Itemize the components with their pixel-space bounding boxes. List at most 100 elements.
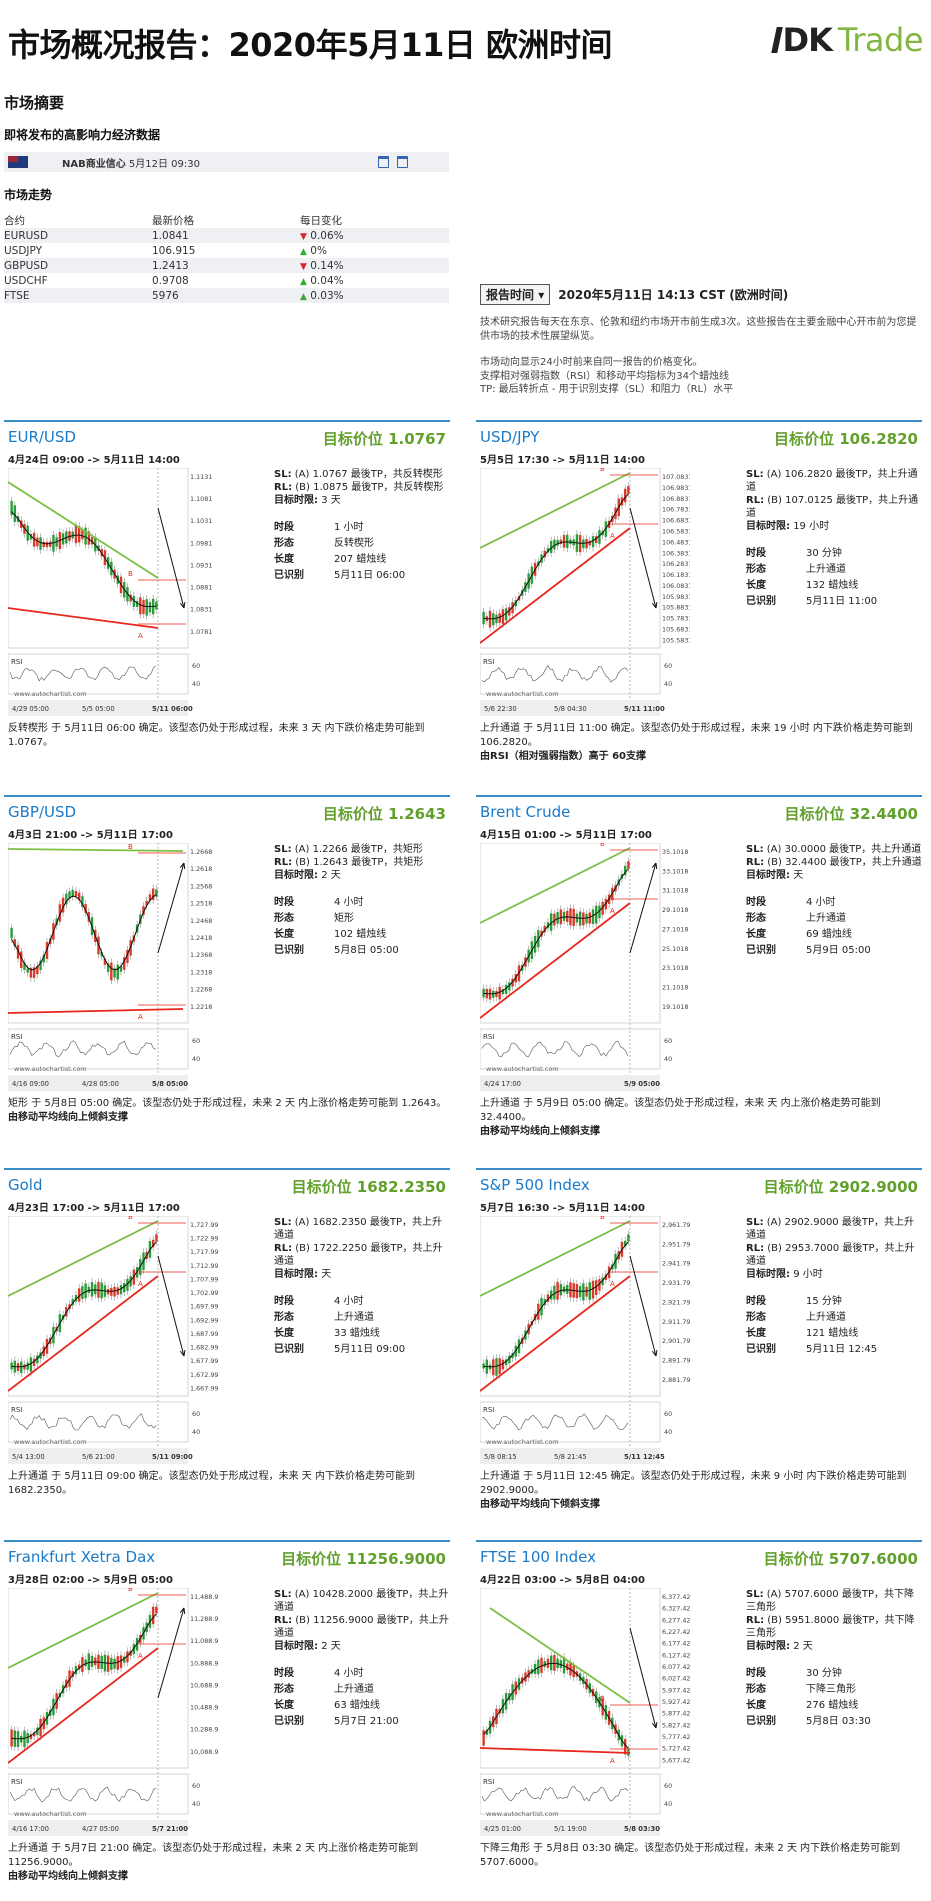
moving-average-line [11,1241,157,1368]
instrument-card[interactable]: EUR/USD 目标价位 1.0767 4月24日 09:00 -> 5月11日 1… [4,420,450,780]
candle [20,1736,23,1743]
candle [116,964,119,980]
price-chart[interactable]: 6,377.4210 6,327.4210 6,277.4210 6,227.4210… [480,1588,690,1838]
pattern-table: 时段 4 小时 形态 矩形 长度 102 蜡烛线 已识别 5月8日 05:00 [274,896,399,960]
period-label: 时段 [274,1296,294,1307]
instrument-name[interactable]: GBP/USD [8,803,77,821]
pivot-label: B [128,1588,133,1593]
y-tick-label: 106.4831 [662,538,690,546]
candle [155,601,158,610]
candle [627,861,630,869]
candle [546,548,550,553]
forecast-arrow [629,862,657,954]
target-price: 目标价位 106.2820 [774,430,918,448]
moving-average-line [483,493,629,620]
y-tick-label: 2,901.7965 [662,1337,690,1345]
instrument-name[interactable]: S&P 500 Index [480,1176,590,1194]
price-chart[interactable]: 1.2668 1.2618 1.2568 1.2518 1.2468 1.2418 1.23… [8,843,218,1093]
price-chart[interactable]: 1,727.9969 1,722.9969 1,717.9969 1,712.9969… [8,1216,218,1466]
candle [26,525,29,541]
instrument-card[interactable]: Brent Crude 目标价位 32.4400 4月15日 01:00 -> 5月… [476,795,922,1155]
rsi-tick-label: 40 [664,1428,672,1436]
plot-area [8,1588,189,1769]
price-chart[interactable]: 35.1018 33.1018 31.1018 29.1018 27.1018 25.10… [480,843,690,1093]
price-chart[interactable]: 107.0831 106.9831 106.8831 106.7831 106.6831… [480,468,690,718]
price-chart[interactable]: 11,488.9760 11,288.9760 11,088.9760 10,888.… [8,1588,218,1838]
x-axis-band [480,1075,660,1091]
support-line [480,902,631,1019]
instrument-name[interactable]: Gold [8,1176,43,1194]
candle [84,527,87,545]
change-cell: ▼ 0.14% [300,258,449,273]
period-value: 30 分钟 [806,1668,842,1679]
candle [42,954,45,963]
candle [485,1730,489,1735]
rsi-panel [480,653,661,695]
instrument-card[interactable]: FTSE 100 Index 目标价位 5707.6000 4月22日 03:00 … [476,1540,922,1900]
y-tick-label: 5,977.4210 [662,1686,690,1694]
candle [36,965,39,975]
candle [559,1660,563,1668]
x-tick-label: 5/6 22:30 [484,705,517,713]
y-tick-label: 5,877.4210 [662,1710,690,1718]
symbol-cell: FTSE [4,288,152,303]
candle [10,500,13,516]
candle [36,537,39,547]
dk-trade-logo[interactable]: DK Trade [770,20,924,60]
support-level: SL: (A) 30.0000 最後TP，共上升通道 [746,844,922,855]
instrument-card[interactable]: GBP/USD 目标价位 1.2643 4月3日 21:00 -> 5月11日 17… [4,795,450,1155]
watermark: www.autochartist.com [486,1810,559,1818]
pattern-description: 矩形 于 5月8日 05:00 确定。该型态仍处于形成过程，未来 2 天 内上涨… [8,1097,448,1125]
candle [36,1727,39,1736]
y-tick-label: 105.7831 [662,615,690,623]
support-level: SL: (A) 106.2820 最後TP，共上升通道 [746,469,918,493]
candle [145,900,148,906]
instrument-name[interactable]: Frankfurt Xetra Dax [8,1548,156,1566]
identified-value: 5月8日 05:00 [334,945,399,956]
candle [71,889,74,897]
period-value: 4 小时 [806,897,836,908]
candle [556,1282,559,1300]
instrument-name[interactable]: FTSE 100 Index [480,1548,596,1566]
rsi-line [481,1041,629,1058]
pattern-table: 时段 4 小时 形态 上升通道 长度 33 蜡烛线 已识别 5月11日 09:00 [274,1295,405,1359]
candle [119,1285,123,1295]
economic-event-row[interactable]: NAB商业信心 5月12日 09:30 [4,152,449,172]
x-tick-label: 5/8 04:30 [554,705,587,713]
y-tick-label: 10,688.9760 [190,1681,218,1689]
y-tick-label: 105.6831 [662,626,690,634]
candle [553,1655,556,1671]
instrument-name[interactable]: Brent Crude [480,803,571,821]
calendar-add-icon[interactable] [397,156,408,168]
instrument-name[interactable]: EUR/USD [8,428,76,446]
calendar-icon[interactable] [378,156,389,168]
candle [23,1364,26,1370]
x-tick-label: 5/9 05:00 [624,1080,660,1088]
moving-average-line [11,1613,157,1740]
y-tick-label: 11,088.9760 [190,1637,218,1645]
instrument-card[interactable]: USD/JPY 目标价位 106.2820 5月5日 17:30 -> 5月11日 … [476,420,922,780]
report-time-dropdown[interactable]: 报告时间 ▾ [480,284,551,305]
candle [10,927,13,939]
pattern-details: SL: (A) 5707.6000 最後TP，共下降三角形 RL: (B) 595… [746,1588,922,1731]
period-label: 时段 [746,1296,766,1307]
col-symbol: 合约 [4,215,25,227]
x-axis-band [8,700,188,716]
pattern-value: 上升通道 [806,1312,846,1323]
instrument-name[interactable]: USD/JPY [480,428,540,446]
instrument-card[interactable]: Frankfurt Xetra Dax 目标价位 11256.9000 3月28日 … [4,1540,450,1900]
length-label: 长度 [746,1700,766,1711]
candle [77,526,81,543]
pattern-details: SL: (A) 2902.9000 最後TP，共上升通道 RL: (B) 2953… [746,1216,922,1359]
price-chart[interactable]: 2,961.7965 2,951.7965 2,941.7965 2,931.7965… [480,1216,690,1466]
candle [39,960,42,971]
price-chart[interactable]: 1.1131 1.1081 1.1031 1.0981 1.0931 1.0881 1.08… [8,468,218,718]
resistance-line [8,848,184,852]
y-tick-label: 1.1031 [190,517,212,525]
instrument-card[interactable]: Gold 目标价位 1682.2350 4月23日 17:00 -> 5月11日 1… [4,1168,450,1528]
instrument-card[interactable]: S&P 500 Index 目标价位 2902.9000 5月7日 16:30 ->… [476,1168,922,1528]
pattern-table: 时段 4 小时 形态 上升通道 长度 69 蜡烛线 已识别 5月9日 05:00 [746,896,871,960]
candle [32,967,36,978]
target-timeframe: 目标时限: 9 小时 [746,1269,823,1280]
support-note: 由移动平均线向下倾斜支撑 [480,1499,600,1510]
